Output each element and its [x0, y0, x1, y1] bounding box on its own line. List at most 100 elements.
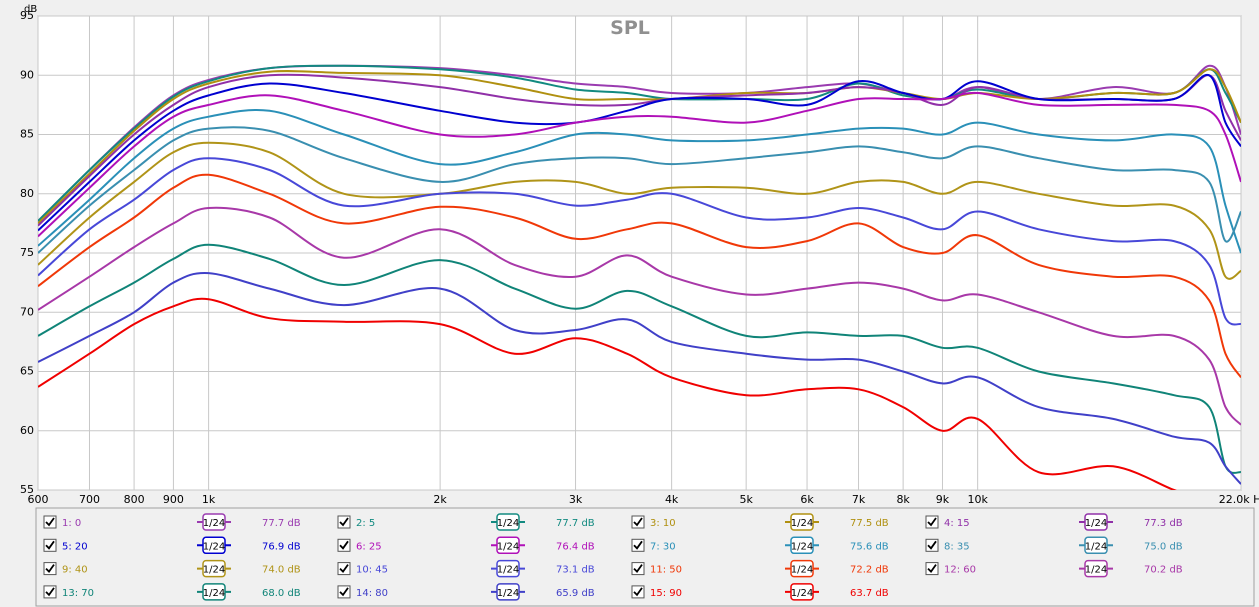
legend-smoothing: 1/24	[203, 565, 225, 576]
legend-smoothing: 1/24	[497, 565, 519, 576]
legend-smoothing-box	[1084, 513, 1108, 531]
series-line	[38, 243, 1241, 474]
x-tick-label: 900	[163, 493, 184, 506]
legend-readout: 77.7 dB	[262, 518, 301, 529]
legend-checkmark	[45, 540, 55, 550]
y-tick-label: 80	[20, 187, 34, 200]
y-tick-label: 90	[20, 68, 34, 81]
legend-smoothing-box	[496, 583, 520, 601]
legend-name: 1: 0	[62, 518, 81, 529]
legend-smoothing: 1/24	[203, 541, 225, 552]
legend-checkbox	[43, 585, 57, 599]
legend-readout: 74.0 dB	[262, 565, 301, 576]
legend-smoothing-box	[790, 536, 814, 555]
legend-readout: 76.4 dB	[556, 541, 595, 552]
legend-readout: 63.7 dB	[850, 588, 889, 599]
series-line	[38, 91, 1241, 238]
legend-box	[35, 507, 1255, 607]
y-tick-label: 75	[20, 246, 34, 259]
x-tick-label: 5k	[739, 493, 753, 506]
legend-smoothing: 1/24	[1085, 518, 1107, 529]
x-tick-label: 800	[124, 493, 145, 506]
legend-readout: 72.2 dB	[850, 565, 889, 576]
legend-smoothing: 1/24	[203, 518, 225, 529]
legend-checkbox	[925, 562, 939, 576]
x-tick-label: 3k	[569, 493, 583, 506]
legend-smoothing-box	[790, 513, 814, 531]
legend-checkbox	[43, 538, 57, 552]
x-tick-label: 2k	[433, 493, 447, 506]
x-tick-label: 7k	[852, 493, 866, 506]
y-tick-label: 65	[20, 365, 34, 378]
legend-smoothing: 1/24	[1085, 541, 1107, 552]
series-line	[38, 157, 1241, 326]
legend-checkmark	[633, 540, 643, 550]
legend-readout: 75.6 dB	[850, 541, 889, 552]
legend-checkmark	[45, 564, 55, 573]
legend-checkbox	[925, 515, 939, 529]
legend-smoothing: 1/24	[791, 565, 813, 576]
legend-checkbox	[43, 562, 57, 576]
x-tick-label: 4k	[665, 493, 679, 506]
legend-checkbox	[337, 515, 351, 529]
legend-checkbox	[337, 562, 351, 576]
legend-readout: 68.0 dB	[262, 588, 301, 599]
legend-smoothing: 1/24	[497, 588, 519, 599]
legend-checkbox	[925, 538, 939, 552]
legend-checkbox	[631, 562, 645, 576]
series-line	[38, 271, 1241, 485]
legend-checkmark	[45, 587, 55, 597]
legend-readout: 65.9 dB	[556, 588, 595, 599]
legend-name: 2: 5	[356, 518, 375, 529]
legend-checkbox	[631, 585, 645, 599]
series-line	[38, 126, 1241, 254]
y-axis-label: dB	[24, 4, 37, 15]
legend-smoothing-box	[202, 513, 226, 531]
y-tick-label: 55	[20, 483, 34, 496]
x-tick-label: 8k	[896, 493, 910, 506]
chart-title: SPL	[610, 17, 650, 39]
legend-smoothing-box	[496, 536, 520, 555]
legend-smoothing-box	[202, 583, 226, 601]
legend-checkbox	[43, 515, 57, 529]
legend-name: 13: 70	[62, 588, 94, 599]
legend-name: 10: 45	[356, 565, 388, 576]
series-line	[38, 297, 1177, 490]
legend-smoothing-box	[202, 536, 226, 555]
legend-smoothing: 1/24	[497, 541, 519, 552]
legend-readout: 76.9 dB	[262, 541, 301, 552]
legend-checkmark	[339, 517, 349, 527]
legend-checkbox	[631, 515, 645, 529]
legend-smoothing-box	[202, 559, 226, 578]
legend-smoothing: 1/24	[791, 518, 813, 529]
legend-checkmark	[927, 540, 937, 550]
legend-name: 7: 30	[650, 541, 676, 552]
y-tick-label: 60	[20, 424, 34, 437]
legend-smoothing-box	[1084, 559, 1108, 578]
series-line	[38, 64, 1241, 222]
x-tick-label: 10k	[967, 493, 988, 506]
legend-smoothing-box	[790, 583, 814, 601]
legend-readout: 75.0 dB	[1144, 541, 1183, 552]
legend-readout: 70.2 dB	[1144, 565, 1183, 576]
series-line	[38, 206, 1241, 426]
legend-smoothing-box	[496, 559, 520, 578]
legend-checkmark	[339, 587, 349, 597]
legend-readout: 77.3 dB	[1144, 518, 1183, 529]
legend-readout: 77.5 dB	[850, 518, 889, 529]
legend-readout: 77.7 dB	[556, 518, 595, 529]
legend-name: 14: 80	[356, 588, 388, 599]
legend-smoothing: 1/24	[791, 541, 813, 552]
legend-name: 4: 15	[944, 518, 970, 529]
legend-checkbox	[631, 538, 645, 552]
legend-checkmark	[633, 587, 643, 597]
y-tick-label: 95	[20, 9, 34, 22]
y-tick-label: 70	[20, 305, 34, 318]
legend-smoothing: 1/24	[1085, 565, 1107, 576]
legend-checkmark	[339, 564, 349, 573]
legend-name: 12: 60	[944, 565, 976, 576]
legend-smoothing: 1/24	[203, 588, 225, 599]
legend-checkbox	[337, 585, 351, 599]
legend-checkmark	[45, 517, 55, 527]
legend-checkmark	[927, 517, 937, 527]
